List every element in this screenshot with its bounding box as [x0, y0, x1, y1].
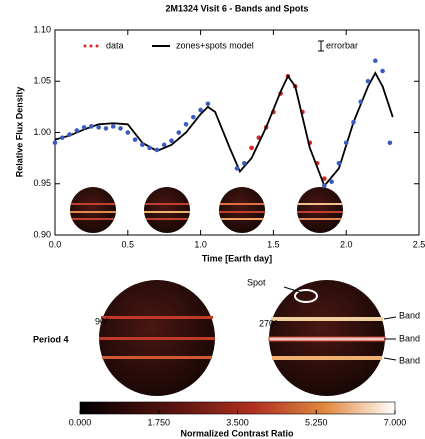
y-tick-label: 0.95 [33, 178, 51, 188]
angle-label: 270° [259, 318, 278, 328]
colorbar-tick-label: 0.000 [69, 417, 92, 427]
colorbar-label: Normalized Contrast Ratio [180, 428, 294, 438]
x-tick-label: 0.5 [122, 239, 135, 249]
sphere-left [99, 280, 215, 396]
x-axis-label: Time [Earth day] [202, 253, 272, 263]
model-line [54, 71, 394, 188]
data-point [110, 124, 116, 129]
y-tick-label: 1.05 [33, 76, 51, 86]
data-point [183, 122, 189, 127]
data-point [125, 130, 131, 135]
band-arrow [383, 316, 397, 320]
data-point [96, 125, 101, 130]
x-tick-label: 2.5 [413, 239, 425, 249]
data-point [74, 128, 80, 133]
legend-label: errorbar [326, 40, 358, 50]
data-point [373, 58, 378, 64]
x-tick-label: 0.0 [49, 239, 62, 249]
band-label: Band [399, 333, 420, 343]
spot-label: Spot [247, 277, 266, 287]
data-point [52, 140, 58, 146]
data-point [118, 126, 123, 131]
colorbar-tick-label: 5.250 [305, 417, 328, 427]
data-point [322, 183, 327, 189]
period-label: Period 4 [33, 334, 69, 344]
data-point [198, 107, 203, 113]
mini-discs [70, 187, 343, 233]
data-point [322, 176, 327, 181]
data-point [81, 125, 87, 130]
colorbar-tick-label: 7.000 [384, 417, 407, 427]
data-point [329, 179, 334, 184]
y-tick-label: 1.00 [33, 127, 51, 137]
data-point [365, 78, 371, 84]
colorbar-tick-label: 3.500 [226, 417, 249, 427]
data-point [176, 130, 182, 135]
data-point [147, 145, 152, 151]
band-label: Band [399, 355, 420, 365]
x-tick-label: 1.5 [267, 239, 280, 249]
legend-label: zones+spots model [176, 40, 254, 50]
band-label: Band [399, 310, 420, 320]
x-tick-label: 1.0 [194, 239, 207, 249]
data-point [387, 140, 393, 146]
data-point [191, 114, 196, 120]
colorbar-tick-label: 1.750 [147, 417, 170, 427]
data-point [103, 126, 109, 131]
data-point [169, 138, 174, 143]
data-point [380, 68, 385, 74]
y-axis-label: Relative Flux Density [14, 87, 24, 178]
data-point [154, 147, 160, 153]
data-point [343, 140, 349, 146]
legend-swatch [83, 44, 87, 48]
data-point [241, 160, 247, 166]
chart-title: 2M1324 Visit 6 - Bands and Spots [166, 3, 309, 13]
data-point [89, 124, 94, 129]
errorbar-symbol [318, 40, 324, 52]
data-point [358, 99, 364, 105]
legend-swatch [95, 44, 99, 48]
data-point [59, 135, 65, 140]
data-point [161, 142, 167, 148]
y-tick-label: 1.10 [33, 24, 51, 34]
sphere-right [268, 280, 386, 396]
band-arrow [383, 357, 397, 361]
legend-swatch [89, 44, 93, 48]
x-tick-label: 2.0 [340, 239, 353, 249]
data-point [249, 145, 254, 151]
angle-label: 90° [95, 316, 109, 326]
data-point [336, 160, 342, 166]
y-tick-label: 0.90 [33, 229, 51, 239]
data-point [234, 166, 240, 171]
spot-arrow [283, 286, 304, 294]
legend-label: data [106, 40, 124, 50]
data-point [351, 119, 356, 125]
data-point [140, 142, 145, 148]
data-point [67, 132, 72, 137]
data-point [205, 101, 211, 107]
data-point [132, 137, 138, 142]
